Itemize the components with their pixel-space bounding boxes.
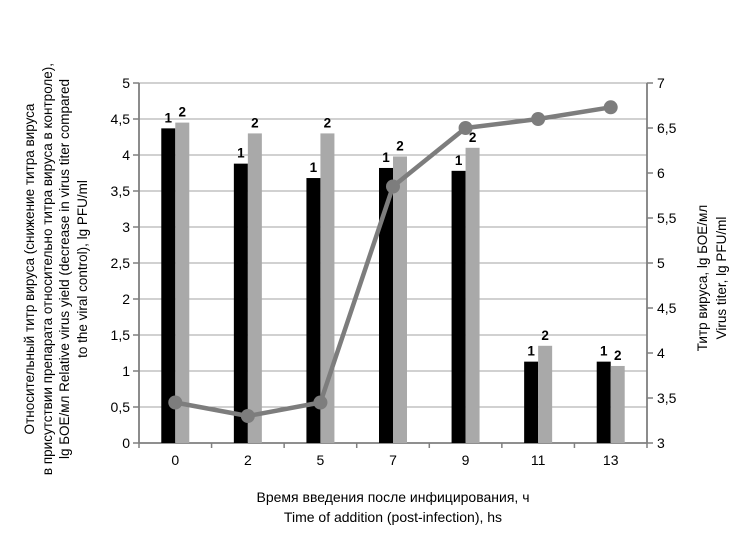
bar-series-1 xyxy=(233,163,248,443)
bar-value-label: 1 xyxy=(310,160,318,175)
x-axis-title: Время введения после инфицирования, ч Ti… xyxy=(139,487,647,527)
left-tick-label: 0 xyxy=(122,435,130,451)
x-axis-title-line1: Время введения после инфицирования, ч xyxy=(256,489,530,505)
right-tick-label: 5,5 xyxy=(657,210,677,226)
bar-series-1 xyxy=(596,361,611,443)
bar-series-2 xyxy=(175,122,190,443)
bar-value-label: 1 xyxy=(382,150,390,165)
bar-value-label: 2 xyxy=(396,138,404,153)
bar-value-label: 2 xyxy=(179,105,187,120)
bar-series-1 xyxy=(306,178,321,444)
right-tick-label: 5 xyxy=(657,255,665,271)
virus-titer-marker xyxy=(603,100,618,115)
left-tick-label: 0,5 xyxy=(111,399,131,415)
left-tick-label: 2 xyxy=(122,291,130,307)
bar-value-label: 1 xyxy=(165,110,173,125)
left-tick-label: 1 xyxy=(122,363,130,379)
left-tick-label: 3 xyxy=(122,219,130,235)
bar-value-label: 2 xyxy=(614,348,622,363)
bar-value-label: 1 xyxy=(600,344,608,359)
x-category-label: 11 xyxy=(531,452,546,468)
virus-titer-marker xyxy=(313,395,328,410)
virus-titer-marker xyxy=(386,179,400,194)
x-category-label: 0 xyxy=(171,452,179,468)
right-tick-label: 3,5 xyxy=(657,390,677,406)
bar-series-1 xyxy=(451,170,466,443)
bar-value-label: 1 xyxy=(527,344,535,359)
right-tick-label: 6 xyxy=(657,165,665,181)
bar-value-label: 1 xyxy=(455,153,463,168)
right-tick-label: 3 xyxy=(657,435,665,451)
bar-value-label: 2 xyxy=(469,130,477,145)
bar-series-1 xyxy=(524,361,539,443)
left-axis-title-line1: Относительный титр вируса (снижение титр… xyxy=(22,103,37,435)
right-axis-title: Титр вируса, lg БОЕ/мл Virus titer, lg P… xyxy=(693,148,731,408)
x-category-label: 5 xyxy=(317,452,325,468)
x-category-label: 7 xyxy=(389,452,397,468)
bar-series-1 xyxy=(379,167,393,443)
bar-series-2 xyxy=(538,345,553,443)
right-tick-label: 6,5 xyxy=(657,120,677,136)
left-tick-label: 5 xyxy=(122,75,130,91)
left-tick-label: 4 xyxy=(122,147,130,163)
left-axis-title-line2: в присутствии препарата относительно тит… xyxy=(39,62,55,476)
bar-series-1 xyxy=(161,128,176,444)
bar-series-2 xyxy=(247,133,262,443)
x-category-label: 9 xyxy=(462,452,470,468)
left-axis-title-line4: to the viral control), lg PFU/ml xyxy=(74,180,90,358)
x-axis-title-line2: Time of addition (post-infection), hs xyxy=(283,509,503,525)
bar-value-label: 2 xyxy=(251,115,259,130)
bar-series-2 xyxy=(393,156,407,443)
bar-series-2 xyxy=(610,365,625,443)
left-axis-title: Относительный титр вируса (снижение титр… xyxy=(21,9,93,529)
left-tick-label: 1,5 xyxy=(111,327,131,343)
virus-titer-marker xyxy=(531,112,546,126)
bar-value-label: 2 xyxy=(324,115,332,130)
bar-series-2 xyxy=(465,147,480,444)
left-tick-label: 3,5 xyxy=(111,183,131,199)
virus-titer-marker xyxy=(240,409,255,423)
virus-titer-marker xyxy=(458,121,473,135)
right-tick-label: 4 xyxy=(657,345,665,361)
left-tick-label: 2,5 xyxy=(111,255,131,271)
bar-value-label: 1 xyxy=(237,146,245,161)
virus-titer-marker xyxy=(168,395,183,410)
x-category-label: 2 xyxy=(244,452,252,468)
left-axis-title-line3: lg БОЕ/мл Relative virus yield (decrease… xyxy=(57,79,72,460)
x-category-label: 13 xyxy=(603,452,619,468)
bar-value-label: 2 xyxy=(541,328,549,343)
right-axis-title-line1: Титр вируса, lg БОЕ/мл xyxy=(695,204,710,352)
right-tick-label: 7 xyxy=(657,75,665,91)
right-tick-label: 4,5 xyxy=(657,300,677,316)
left-tick-label: 4,5 xyxy=(111,111,131,127)
right-axis-title-line2: Virus titer, lg PFU/ml xyxy=(714,216,729,340)
